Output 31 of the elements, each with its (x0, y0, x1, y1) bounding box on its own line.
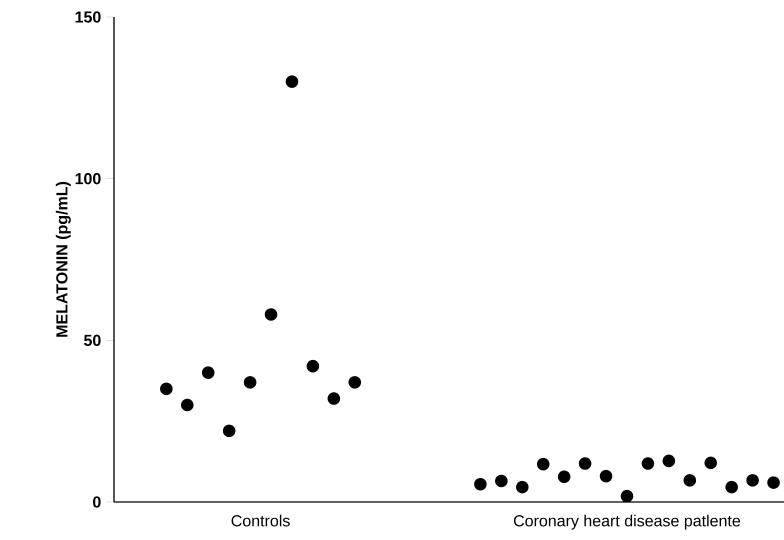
point (704, 456, 717, 470)
point (684, 474, 696, 487)
point (244, 376, 256, 389)
point (558, 470, 570, 484)
point (725, 480, 738, 494)
point (474, 478, 487, 490)
y-tick-label: 100 (76, 173, 101, 184)
point (160, 382, 173, 396)
point (516, 480, 529, 494)
text: Controls (232, 514, 290, 526)
point (286, 75, 298, 88)
point (746, 474, 759, 487)
point (306, 360, 320, 372)
point (642, 457, 654, 470)
text: Coronary heart disease patlente (514, 514, 740, 530)
y-tick-label: 0 (93, 496, 101, 508)
point (536, 458, 550, 470)
y-tick-label: 150 (76, 11, 101, 23)
point (620, 490, 634, 502)
point (328, 392, 340, 405)
point (181, 398, 194, 412)
point (264, 308, 278, 321)
y-tick-label: 50 (84, 334, 101, 346)
point (495, 474, 508, 488)
point (578, 457, 592, 470)
y-axis-title: MELATONIN (pg/mL) (56, 182, 71, 337)
point (222, 424, 236, 438)
point (662, 454, 676, 468)
point (348, 376, 362, 389)
point (600, 470, 612, 482)
point (202, 366, 214, 379)
